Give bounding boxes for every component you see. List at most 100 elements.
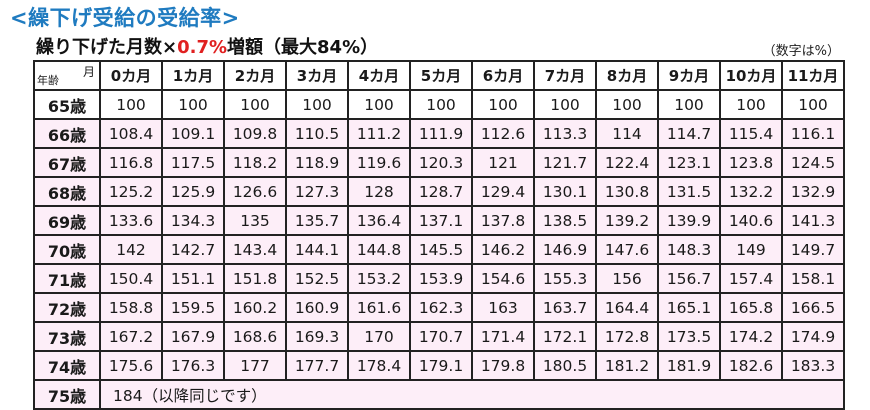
rate-cell: 160.9 — [285, 292, 349, 323]
rate-cell: 100 — [719, 89, 783, 120]
column-header: 10カ月 — [719, 60, 783, 91]
rate-cell: 125.2 — [99, 176, 163, 207]
rate-cell: 128.7 — [409, 176, 473, 207]
table-row-last: 75歳 184（以降同じです） — [33, 379, 845, 410]
max-rate-note: 184（以降同じです） — [99, 379, 845, 410]
rate-cell: 154.6 — [471, 263, 535, 294]
corner-header-cell: 月 年齢 — [33, 60, 101, 91]
row-age-header: 66歳 — [33, 118, 101, 149]
rate-cell: 122.4 — [595, 147, 659, 178]
rate-cell: 100 — [471, 89, 535, 120]
subtitle-prefix: 繰り下げた月数× — [36, 37, 178, 58]
rate-cell: 148.3 — [657, 234, 721, 265]
rate-cell: 165.8 — [719, 292, 783, 323]
column-header: 1カ月 — [161, 60, 225, 91]
row-age-header: 69歳 — [33, 205, 101, 236]
column-header: 3カ月 — [285, 60, 349, 91]
row-age-header: 74歳 — [33, 350, 101, 381]
rate-cell: 110.5 — [285, 118, 349, 149]
rate-cell: 152.5 — [285, 263, 349, 294]
rate-cell: 161.6 — [347, 292, 411, 323]
rate-cell: 137.8 — [471, 205, 535, 236]
table-row: 67歳 116.8 117.5 118.2 118.9 119.6 120.3 121 121.… — [33, 147, 845, 178]
page-title: <繰下げ受給の受給率> — [10, 6, 240, 30]
rate-cell: 116.1 — [781, 118, 845, 149]
rate-cell: 163.7 — [533, 292, 597, 323]
table-body: 65歳 100 100 100 100 100 100 100 100 100 100 100 100 6… — [33, 89, 845, 410]
table-row: 74歳 175.6 176.3 177 177.7 178.4 179.1 179.8 180.… — [33, 350, 845, 381]
rate-cell: 132.9 — [781, 176, 845, 207]
rate-cell: 140.6 — [719, 205, 783, 236]
rate-cell: 144.8 — [347, 234, 411, 265]
rate-cell: 158.8 — [99, 292, 163, 323]
rate-cell: 170 — [347, 321, 411, 352]
rate-cell: 138.5 — [533, 205, 597, 236]
rate-cell: 141.3 — [781, 205, 845, 236]
rate-cell: 171.4 — [471, 321, 535, 352]
rate-cell: 177.7 — [285, 350, 349, 381]
rate-cell: 164.4 — [595, 292, 659, 323]
table-row: 73歳 167.2 167.9 168.6 169.3 170 170.7 171.4 172.… — [33, 321, 845, 352]
rate-cell: 174.9 — [781, 321, 845, 352]
row-age-header: 71歳 — [33, 263, 101, 294]
rate-cell: 135 — [223, 205, 287, 236]
rate-cell: 129.4 — [471, 176, 535, 207]
rate-cell: 137.1 — [409, 205, 473, 236]
column-header: 5カ月 — [409, 60, 473, 91]
rate-cell: 149 — [719, 234, 783, 265]
rate-cell: 128 — [347, 176, 411, 207]
rate-cell: 162.3 — [409, 292, 473, 323]
rate-cell: 153.2 — [347, 263, 411, 294]
rate-cell: 156 — [595, 263, 659, 294]
rate-cell: 114.7 — [657, 118, 721, 149]
corner-month-label: 月 — [82, 65, 95, 79]
rate-cell: 131.5 — [657, 176, 721, 207]
row-age-header: 70歳 — [33, 234, 101, 265]
rate-cell: 134.3 — [161, 205, 225, 236]
rate-cell: 181.2 — [595, 350, 659, 381]
rate-cell: 142 — [99, 234, 163, 265]
row-age-header: 75歳 — [33, 379, 101, 410]
rate-cell: 119.6 — [347, 147, 411, 178]
rate-cell: 132.2 — [719, 176, 783, 207]
rate-cell: 158.1 — [781, 263, 845, 294]
rate-cell: 116.8 — [99, 147, 163, 178]
rate-cell: 109.1 — [161, 118, 225, 149]
rate-cell: 108.4 — [99, 118, 163, 149]
rate-cell: 146.9 — [533, 234, 597, 265]
rate-cell: 147.6 — [595, 234, 659, 265]
table-row: 65歳 100 100 100 100 100 100 100 100 100 100 100 100 — [33, 89, 845, 120]
rate-cell: 111.2 — [347, 118, 411, 149]
column-header: 6カ月 — [471, 60, 535, 91]
rate-cell: 157.4 — [719, 263, 783, 294]
table-row: 70歳 142 142.7 143.4 144.1 144.8 145.5 146.2 146.… — [33, 234, 845, 265]
rate-cell: 139.2 — [595, 205, 659, 236]
rate-cell: 115.4 — [719, 118, 783, 149]
rate-cell: 135.7 — [285, 205, 349, 236]
column-header: 0カ月 — [99, 60, 163, 91]
rate-cell: 168.6 — [223, 321, 287, 352]
rate-cell: 159.5 — [161, 292, 225, 323]
rate-cell: 172.1 — [533, 321, 597, 352]
rate-cell: 100 — [223, 89, 287, 120]
rate-cell: 139.9 — [657, 205, 721, 236]
corner-age-label: 年齢 — [37, 74, 59, 87]
table-row: 68歳 125.2 125.9 126.6 127.3 128 128.7 129.4 130.… — [33, 176, 845, 207]
column-header: 9カ月 — [657, 60, 721, 91]
header-row: 月 年齢 0カ月 1カ月 2カ月 3カ月 4カ月 5カ月 6カ月 7カ月 8カ月… — [33, 60, 845, 91]
rate-cell: 130.1 — [533, 176, 597, 207]
rate-cell: 114 — [595, 118, 659, 149]
increase-rate: 0.7% — [177, 37, 228, 58]
rate-cell: 136.4 — [347, 205, 411, 236]
rate-cell: 177 — [223, 350, 287, 381]
rate-cell: 174.2 — [719, 321, 783, 352]
rate-cell: 166.5 — [781, 292, 845, 323]
rate-cell: 118.9 — [285, 147, 349, 178]
rate-cell: 144.1 — [285, 234, 349, 265]
rate-cell: 123.8 — [719, 147, 783, 178]
rate-cell: 150.4 — [99, 263, 163, 294]
rate-cell: 100 — [285, 89, 349, 120]
rate-cell: 100 — [781, 89, 845, 120]
subtitle: 繰り下げた月数×0.7%増額（最大84%） — [36, 33, 378, 59]
rate-cell: 118.2 — [223, 147, 287, 178]
